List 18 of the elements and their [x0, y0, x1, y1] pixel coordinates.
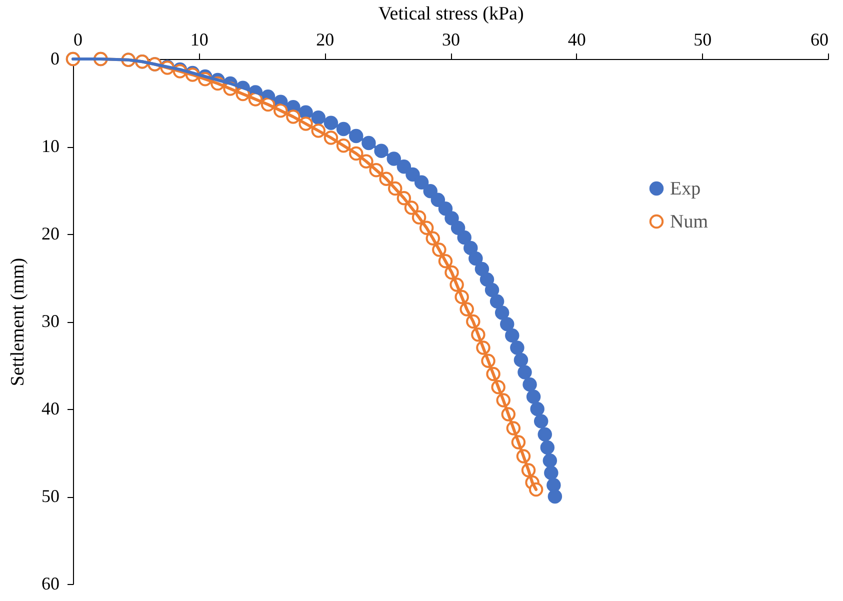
y-tick-label: 10 — [42, 136, 60, 156]
x-tick-label: 10 — [190, 30, 208, 50]
x-tick-label: 60 — [810, 30, 828, 50]
y-axis-title: Settlement (mm) — [8, 258, 28, 386]
y-tick-label: 40 — [42, 398, 60, 418]
legend-label: Exp — [670, 178, 701, 200]
legend-label: Num — [670, 212, 708, 232]
x-tick-label: 20 — [316, 30, 334, 50]
x-axis-title: Vetical stress (kPa) — [378, 4, 524, 24]
x-tick-label: 50 — [694, 30, 712, 50]
y-tick-label: 0 — [50, 48, 60, 68]
y-tick-label: 30 — [42, 311, 60, 331]
x-tick-label: 0 — [74, 30, 82, 50]
y-tick-label: 60 — [42, 574, 60, 594]
x-tick-label: 30 — [442, 30, 460, 50]
y-tick-label: 50 — [42, 486, 60, 506]
y-tick-label: 20 — [42, 224, 60, 244]
x-tick-label: 40 — [568, 30, 586, 50]
